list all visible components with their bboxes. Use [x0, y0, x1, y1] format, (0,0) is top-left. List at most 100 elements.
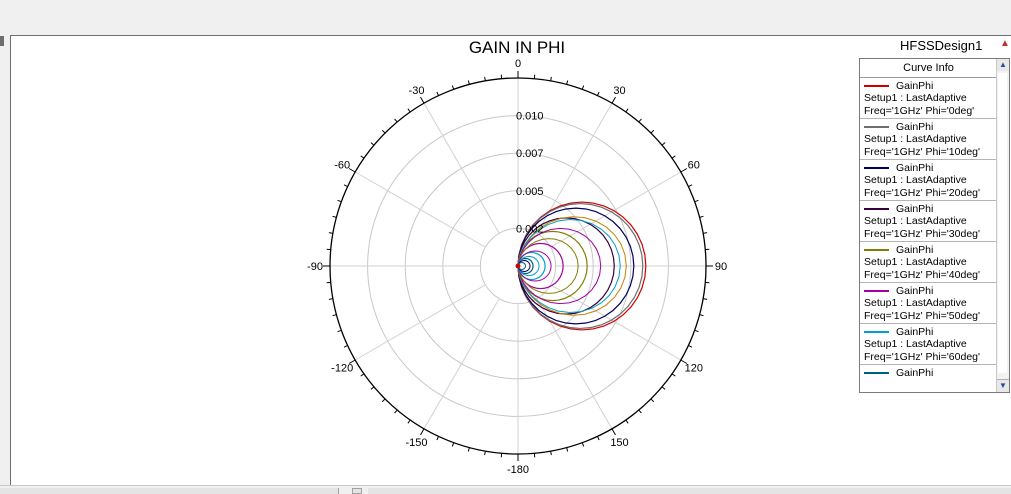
angle-tick	[343, 184, 348, 188]
angle-label: 30	[613, 85, 625, 97]
legend-series-name: GainPhi	[896, 202, 934, 215]
series-curve	[517, 227, 602, 305]
legend-header: Curve Info	[860, 59, 997, 78]
legend-freq: Freq='1GHz' Phi='20deg'	[864, 186, 981, 199]
series-curve	[517, 201, 647, 331]
angle-tick	[703, 232, 708, 234]
grid-spoke	[550, 284, 682, 361]
legend-entry[interactable]: GainPhi Setup1 : LastAdaptive Freq='1GHz' …	[860, 324, 998, 365]
angle-label: 0	[515, 58, 521, 70]
radial-label: 0.007	[516, 148, 544, 160]
legend-entry[interactable]: GainPhi Setup1 : LastAdaptive Freq='1GHz' …	[860, 242, 998, 283]
legend-swatch	[864, 167, 889, 169]
angle-tick	[699, 314, 704, 317]
app-corner-icon[interactable]: ▲	[1000, 38, 1010, 49]
angle-tick	[420, 428, 425, 436]
legend-freq: Freq='1GHz' Phi='10deg'	[864, 145, 981, 158]
angle-tick	[638, 118, 642, 123]
scroll-down-icon[interactable]: ▼	[997, 379, 1009, 392]
legend-scrollbar[interactable]: ▲ ▼	[996, 59, 1009, 392]
angle-tick	[694, 199, 699, 203]
angle-tick	[370, 142, 375, 146]
angle-tick	[661, 386, 666, 390]
angle-tick	[337, 199, 342, 203]
radial-label: 0.002	[516, 223, 544, 235]
grid-spoke	[423, 102, 500, 234]
angle-tick	[407, 419, 411, 424]
radial-label: 0.010	[516, 111, 544, 123]
series-curve	[517, 202, 644, 330]
angle-label: 60	[688, 160, 700, 172]
scroll-thumb[interactable]	[998, 73, 1007, 373]
angle-tick	[596, 436, 600, 441]
series-curve	[517, 250, 552, 282]
legend-series-name: GainPhi	[896, 79, 934, 92]
angle-tick	[581, 85, 585, 90]
series-curve	[517, 262, 527, 270]
legend-freq: Freq='1GHz' Phi='40deg'	[864, 268, 981, 281]
legend-series-name: GainPhi	[896, 366, 934, 379]
grid-spoke	[550, 171, 682, 248]
angle-tick	[688, 184, 693, 188]
angle-tick	[407, 108, 411, 113]
angle-tick	[370, 386, 375, 390]
angle-tick	[694, 329, 699, 333]
angle-tick	[451, 85, 455, 90]
legend-entry[interactable]: GainPhi Setup1 : LastAdaptive Freq='1GHz' …	[860, 119, 998, 160]
legend-entry[interactable]: GainPhi Setup1 : LastAdaptive Freq='1GHz' …	[860, 160, 998, 201]
plot-area	[10, 35, 1011, 485]
angle-tick	[671, 155, 676, 159]
angle-label: -180	[507, 464, 529, 476]
angle-tick	[625, 108, 629, 113]
scroll-up-icon[interactable]: ▲	[997, 59, 1009, 71]
radial-label: 0.005	[516, 186, 544, 198]
legend-entry[interactable]: GainPhi Setup1 : LastAdaptive Freq='1GHz' …	[860, 201, 998, 242]
horizontal-scrollbar-right[interactable]	[368, 488, 1011, 494]
legend-series-name: GainPhi	[896, 161, 934, 174]
angle-tick	[381, 398, 386, 403]
angle-tick	[566, 80, 569, 85]
legend-swatch	[864, 208, 889, 210]
angle-tick	[337, 329, 342, 333]
angle-tick	[360, 373, 365, 377]
angle-tick	[467, 447, 470, 452]
legend-setup: Setup1 : LastAdaptive	[864, 92, 967, 104]
legend-setup: Setup1 : LastAdaptive	[864, 297, 967, 309]
angle-tick	[348, 168, 356, 173]
series-curve	[517, 255, 540, 277]
legend-freq: Freq='1GHz' Phi='50deg'	[864, 309, 981, 322]
angle-tick	[484, 76, 486, 81]
angle-tick	[328, 298, 333, 300]
angle-tick	[436, 91, 440, 96]
angle-tick	[703, 298, 708, 300]
legend-entry[interactable]: GainPhi Setup1 : LastAdaptive Freq='1GHz' …	[860, 283, 998, 324]
angle-label: -150	[405, 437, 427, 449]
series-curve	[517, 238, 579, 294]
angle-tick	[550, 451, 552, 456]
angle-label: -90	[307, 261, 323, 273]
curve-info-legend: Curve Info GainPhi Setup1 : LastAdaptive F…	[859, 58, 1010, 393]
curves-group	[515, 201, 647, 331]
grid-spoke	[354, 171, 486, 248]
tick-labels: 0 30 60 90 120 150 -180 -150 -120 -90 -60 -30 0.010 0…	[307, 58, 727, 476]
angle-tick	[625, 419, 629, 424]
series-curve	[517, 218, 621, 314]
angle-tick	[611, 96, 616, 104]
window-edge-marker	[0, 36, 4, 46]
legend-entry[interactable]: GainPhi Setup1 : LastAdaptive Freq='1GHz' …	[860, 78, 998, 119]
legend-setup: Setup1 : LastAdaptive	[864, 338, 967, 350]
legend-entry[interactable]: GainPhi	[860, 365, 998, 392]
chart-title: GAIN IN PHI	[468, 38, 566, 57]
angle-label: -60	[334, 160, 350, 172]
angle-tick	[467, 80, 470, 85]
scrollbar-button[interactable]	[352, 488, 362, 494]
angle-tick	[436, 436, 440, 441]
horizontal-scrollbar[interactable]	[0, 488, 339, 494]
angle-tick	[699, 215, 704, 218]
angle-tick	[332, 215, 337, 218]
angle-tick	[394, 118, 398, 123]
angle-tick	[596, 91, 600, 96]
angle-tick	[581, 442, 585, 447]
angle-tick	[566, 447, 569, 452]
design-name-label: HFSSDesign1	[900, 38, 983, 53]
